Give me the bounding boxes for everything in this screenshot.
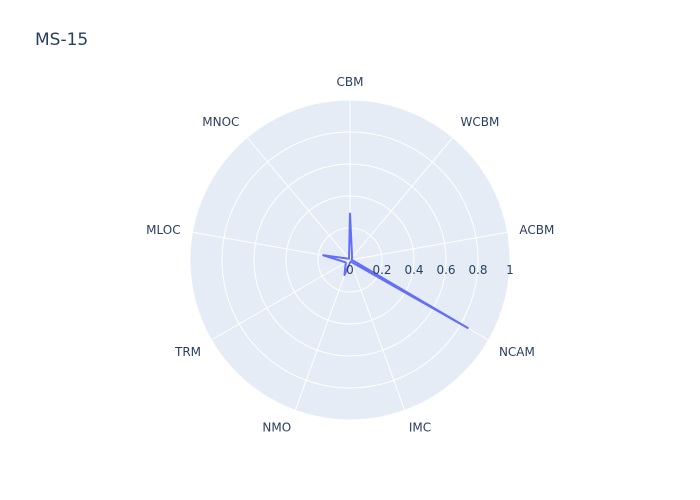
angular-axis-label: ACBM: [519, 223, 554, 237]
angular-axis-label: TRM: [174, 345, 201, 359]
radial-tick-label: 1: [506, 263, 514, 277]
angular-grid-line: [349, 259, 406, 411]
radial-tick-label: 0.8: [468, 263, 487, 277]
angular-grid-line: [211, 259, 351, 341]
angular-axis-label: IMC: [409, 421, 431, 435]
series-line: [322, 212, 469, 329]
angular-axis-label: NCAM: [499, 345, 535, 359]
angular-grid-line: [246, 137, 351, 261]
radial-tick-label: 0: [346, 263, 354, 277]
angular-grid-line: [349, 137, 454, 261]
angular-grid-line: [349, 231, 508, 261]
radial-tick-label: 0.6: [436, 263, 455, 277]
angular-grid-line: [294, 259, 351, 411]
angular-axis-label: CBM: [337, 75, 364, 89]
radial-tick-label: 0.4: [404, 263, 423, 277]
angular-axis-label: MLOC: [146, 223, 180, 237]
chart-title: MS-15: [35, 30, 89, 50]
radial-tick-label: 0.2: [372, 263, 391, 277]
angular-axis-label: NMO: [262, 421, 291, 435]
angular-axis-label: WCBM: [461, 115, 500, 129]
angular-axis-label: MNOC: [202, 115, 239, 129]
